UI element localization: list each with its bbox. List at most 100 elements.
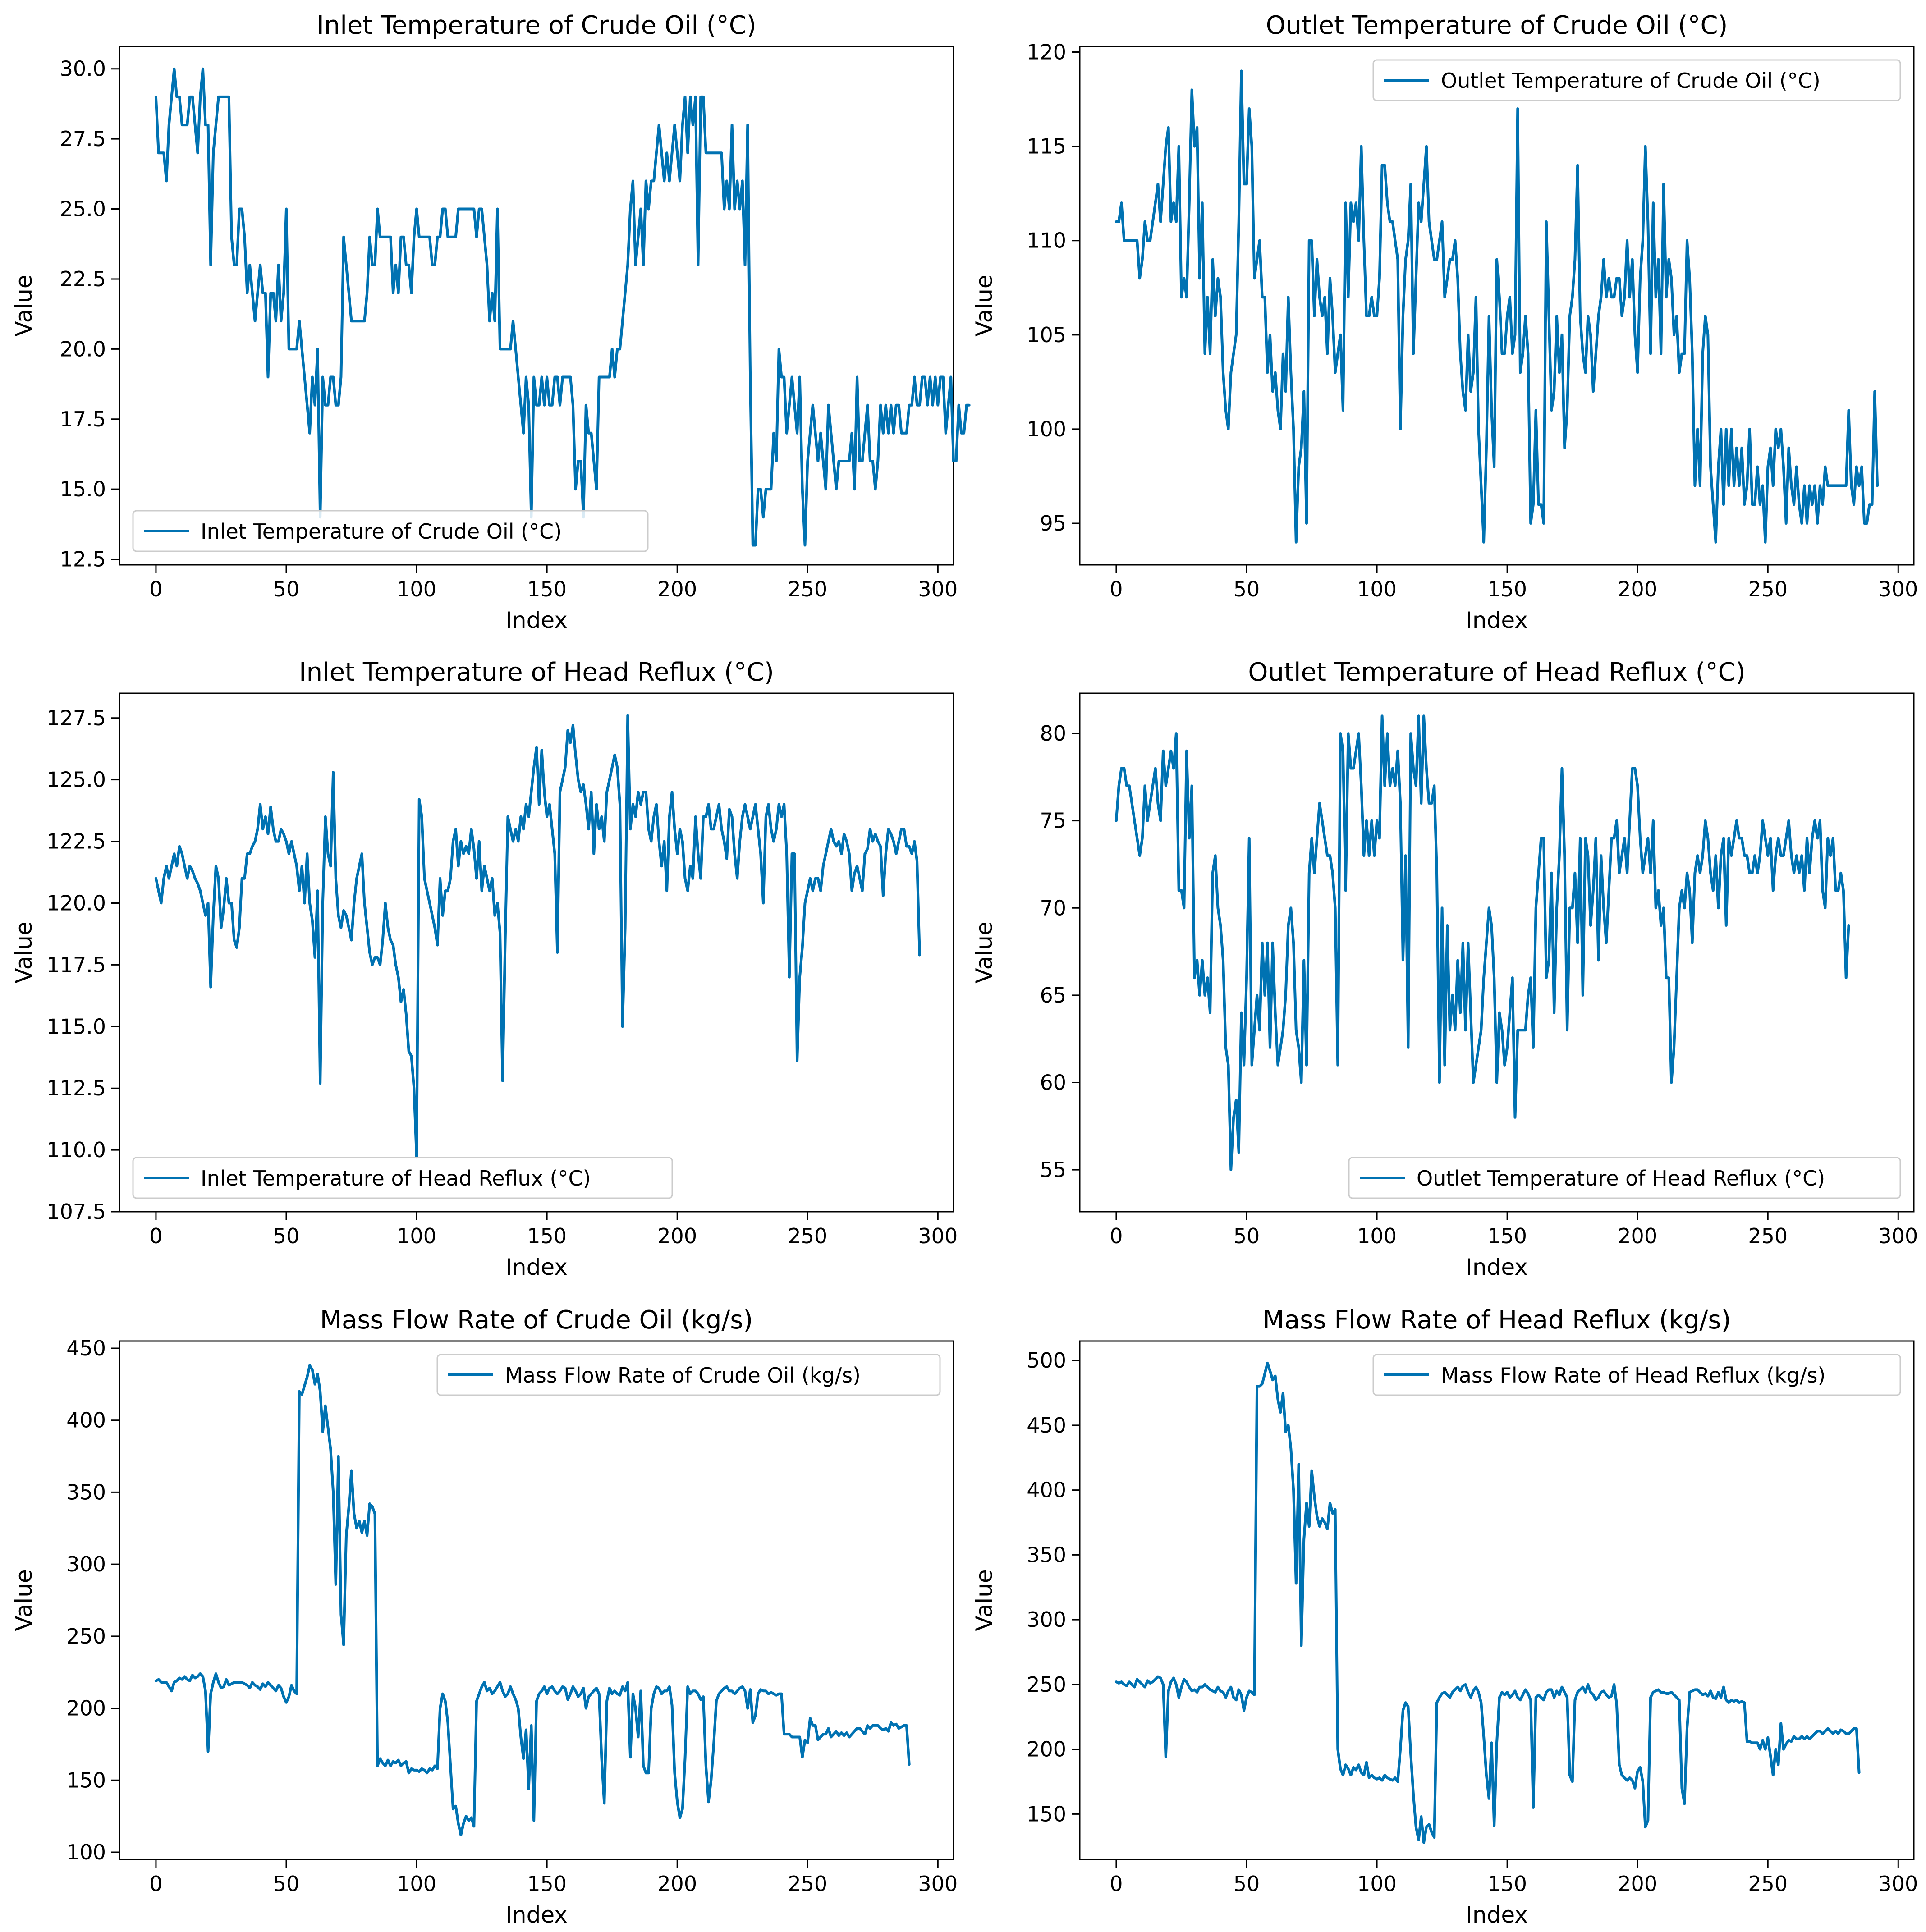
x-tick-label: 150 — [1487, 1224, 1527, 1248]
y-tick-label: 500 — [1027, 1348, 1066, 1373]
x-tick-label: 100 — [397, 1872, 436, 1896]
y-tick-label: 20.0 — [60, 337, 106, 361]
x-tick-label: 300 — [1878, 1872, 1918, 1896]
y-tick-label: 115 — [1027, 134, 1066, 159]
x-tick-label: 300 — [918, 1872, 958, 1896]
plot-area — [119, 46, 954, 566]
y-tick-label: 60 — [1040, 1070, 1066, 1094]
y-tick-label: 25.0 — [60, 197, 106, 221]
legend-label: Outlet Temperature of Crude Oil (°C) — [1441, 69, 1821, 93]
x-tick-label: 0 — [149, 577, 162, 601]
chart-panel-4: Outlet Temperature of Head Reflux (°C) 0 5… — [971, 658, 1918, 1280]
y-axis-label: Value — [11, 275, 37, 336]
x-tick-label: 300 — [1878, 1224, 1918, 1248]
y-axis-label: Value — [11, 921, 37, 983]
x-tick-label: 100 — [1357, 1872, 1397, 1896]
y-tick-label: 250 — [1027, 1672, 1066, 1697]
y-tick-label: 150 — [66, 1768, 106, 1792]
x-tick-label: 0 — [1110, 1224, 1123, 1248]
x-tick-label: 200 — [657, 1872, 697, 1896]
legend-box — [1372, 1354, 1901, 1396]
x-axis-label: Index — [1466, 1254, 1528, 1280]
x-tick-label: 250 — [788, 1224, 827, 1248]
y-tick-label: 75 — [1040, 809, 1066, 833]
y-tick-label: 117.5 — [46, 952, 106, 977]
x-tick-label: 250 — [1748, 577, 1788, 601]
x-tick-label: 150 — [1487, 577, 1527, 601]
x-axis-label: Index — [505, 1254, 568, 1280]
y-tick-label: 30.0 — [60, 57, 106, 81]
x-tick-label: 50 — [1234, 577, 1260, 601]
y-tick-label: 110 — [1027, 229, 1066, 253]
series-line — [1114, 1361, 1861, 1844]
y-axis-label: Value — [971, 921, 997, 983]
y-tick-label: 80 — [1040, 721, 1066, 746]
legend-box — [132, 1157, 673, 1199]
x-tick-label: 150 — [527, 1224, 567, 1248]
x-tick-label: 100 — [397, 1224, 436, 1248]
x-tick-label: 0 — [149, 1872, 162, 1896]
chart-title: Inlet Temperature of Head Reflux (°C) — [299, 658, 774, 687]
y-tick-label: 112.5 — [46, 1076, 106, 1100]
x-axis-label: Index — [1466, 1902, 1528, 1928]
x-tick-label: 50 — [1234, 1224, 1260, 1248]
legend-box — [436, 1354, 941, 1396]
y-tick-label: 12.5 — [60, 547, 106, 572]
y-tick-label: 107.5 — [46, 1199, 106, 1224]
x-tick-label: 100 — [1357, 1224, 1397, 1248]
y-tick-label: 115.0 — [46, 1014, 106, 1039]
y-tick-label: 70 — [1040, 896, 1066, 920]
plot-area — [119, 692, 954, 1213]
x-tick-label: 50 — [1234, 1872, 1260, 1896]
legend: Mass Flow Rate of Head Reflux (kg/s) — [1372, 1354, 1901, 1396]
y-tick-label: 120 — [1027, 40, 1066, 64]
chart-title: Inlet Temperature of Crude Oil (°C) — [316, 11, 756, 40]
x-tick-label: 150 — [527, 577, 567, 601]
y-tick-label: 127.5 — [46, 706, 106, 730]
y-tick-label: 17.5 — [60, 407, 106, 431]
legend-label: Inlet Temperature of Crude Oil (°C) — [201, 519, 562, 544]
x-tick-label: 200 — [657, 1224, 697, 1248]
y-tick-label: 95 — [1040, 511, 1066, 536]
x-axis-label: Index — [505, 607, 568, 633]
y-tick-label: 65 — [1040, 983, 1066, 1007]
y-axis-label: Value — [971, 275, 997, 336]
y-axis-label: Value — [11, 1569, 37, 1631]
x-tick-label: 100 — [397, 577, 436, 601]
x-tick-label: 0 — [1110, 1872, 1123, 1896]
y-tick-label: 55 — [1040, 1158, 1066, 1182]
series-line — [1114, 69, 1879, 544]
series-line — [1114, 714, 1850, 1172]
y-tick-label: 22.5 — [60, 267, 106, 291]
x-axis-label: Index — [505, 1902, 568, 1928]
y-tick-label: 105 — [1027, 323, 1066, 347]
x-tick-label: 300 — [918, 577, 958, 601]
chart-panel-6: Mass Flow Rate of Head Reflux (kg/s) 0 50 1… — [971, 1305, 1918, 1928]
legend: Inlet Temperature of Crude Oil (°C) — [132, 510, 649, 552]
y-tick-label: 15.0 — [60, 477, 106, 501]
y-tick-label: 150 — [1027, 1802, 1066, 1826]
chart-panel-1: Inlet Temperature of Crude Oil (°C) 0 50 10… — [11, 11, 971, 633]
legend-label: Outlet Temperature of Head Reflux (°C) — [1417, 1166, 1825, 1190]
series-line — [154, 1364, 911, 1836]
y-tick-label: 200 — [1027, 1737, 1066, 1762]
x-tick-label: 0 — [1110, 577, 1123, 601]
y-tick-label: 122.5 — [46, 829, 106, 854]
chart-title: Mass Flow Rate of Head Reflux (kg/s) — [1263, 1305, 1731, 1335]
x-tick-label: 300 — [918, 1224, 958, 1248]
chart-panel-5: Mass Flow Rate of Crude Oil (kg/s) 0 50 100… — [11, 1305, 958, 1928]
legend-box — [132, 510, 649, 552]
x-tick-label: 150 — [1487, 1872, 1527, 1896]
chart-panel-2: Outlet Temperature of Crude Oil (°C) 0 50 1… — [971, 11, 1918, 633]
x-tick-label: 200 — [1618, 577, 1657, 601]
legend-box — [1372, 59, 1901, 101]
x-tick-label: 50 — [273, 577, 300, 601]
chart-title: Outlet Temperature of Crude Oil (°C) — [1266, 11, 1728, 40]
x-tick-label: 250 — [788, 1872, 827, 1896]
y-tick-label: 110.0 — [46, 1138, 106, 1162]
x-tick-label: 0 — [149, 1224, 162, 1248]
y-tick-label: 250 — [66, 1624, 106, 1648]
x-tick-label: 100 — [1357, 577, 1397, 601]
x-tick-label: 200 — [1618, 1224, 1657, 1248]
